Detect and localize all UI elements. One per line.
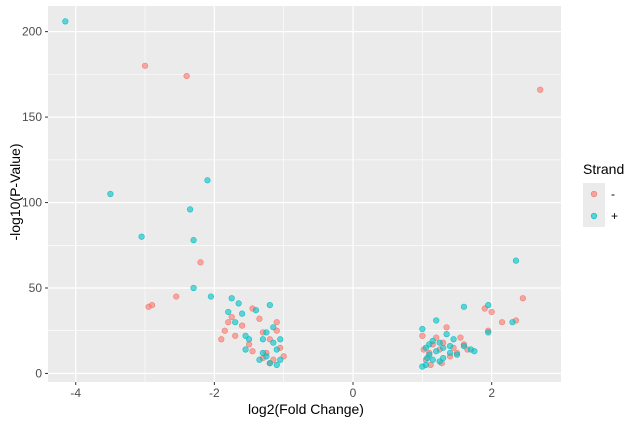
legend-label-plus: + [611, 209, 618, 223]
y-tick-label: 100 [22, 196, 42, 210]
data-point [498, 319, 506, 326]
data-point [263, 353, 270, 360]
y-tick-label: 50 [29, 281, 43, 295]
data-point [429, 356, 436, 363]
y-tick-label: 200 [22, 25, 42, 39]
data-point [460, 343, 468, 350]
data-point [239, 322, 246, 329]
data-point [422, 361, 429, 369]
data-point [221, 327, 228, 334]
data-point [190, 237, 197, 244]
data-point [270, 324, 277, 331]
legend-title: Strand [583, 161, 624, 177]
data-point [62, 18, 69, 25]
data-point [138, 233, 145, 240]
data-point [446, 349, 454, 357]
x-tick-label: -4 [70, 386, 81, 400]
data-point [457, 334, 464, 341]
data-point [443, 324, 450, 331]
data-point [537, 86, 544, 93]
data-point [235, 300, 242, 307]
data-point [204, 177, 211, 184]
data-point [239, 310, 246, 317]
data-point [485, 301, 492, 309]
legend-swatch-plus [590, 212, 598, 220]
data-point [228, 295, 235, 302]
data-point [273, 346, 280, 353]
data-point [256, 315, 263, 322]
y-tick-label: 0 [35, 366, 42, 380]
data-point [453, 351, 461, 358]
data-point [419, 325, 426, 333]
data-point [232, 332, 239, 339]
data-point [440, 344, 447, 351]
data-point [197, 259, 204, 266]
data-point [190, 284, 197, 292]
data-point [245, 341, 253, 348]
data-point [266, 360, 273, 367]
data-point [277, 356, 284, 363]
data-point [443, 331, 450, 338]
data-point [263, 329, 270, 336]
plot-panel [48, 6, 561, 382]
data-point [245, 336, 253, 343]
data-point [460, 303, 468, 310]
data-point [232, 319, 239, 326]
data-point [145, 303, 152, 310]
data-point [225, 308, 232, 316]
data-point [419, 332, 426, 339]
data-point [242, 346, 249, 353]
data-point [512, 257, 520, 264]
data-point [273, 319, 280, 326]
y-tick-label: 150 [22, 110, 42, 124]
data-point [446, 343, 454, 350]
x-tick-label: -2 [209, 386, 220, 400]
data-point [485, 329, 492, 336]
grid-lines [48, 6, 561, 382]
data-point [256, 356, 263, 363]
data-point [183, 72, 190, 80]
data-point [273, 361, 280, 369]
data-point [509, 319, 516, 326]
data-point [424, 354, 431, 362]
data-point [252, 307, 260, 314]
data-point [187, 206, 194, 213]
data-points [62, 18, 544, 370]
legend-label-minus: - [611, 187, 615, 201]
x-tick-label: 2 [488, 386, 495, 400]
data-point [429, 337, 436, 345]
data-point [228, 313, 235, 321]
data-point [207, 293, 215, 300]
legend-swatch-minus [590, 190, 598, 198]
x-axis-title: log2(Fold Change) [248, 401, 364, 417]
data-point [519, 295, 526, 302]
data-point [433, 348, 440, 355]
y-axis-title: -log10(P-Value) [7, 143, 23, 240]
data-point [277, 336, 284, 343]
axes: -4 -2 0 2 0 50 100 150 200 [22, 25, 495, 400]
data-point [173, 293, 180, 300]
data-point [440, 354, 447, 362]
panel-background [48, 6, 561, 382]
x-tick-label: 0 [350, 386, 357, 400]
data-point [218, 336, 225, 343]
data-point [259, 336, 267, 343]
data-point [450, 336, 457, 343]
data-point [270, 339, 277, 346]
data-point [141, 62, 149, 69]
data-point [107, 190, 114, 198]
data-point [488, 308, 495, 316]
data-point [436, 339, 443, 346]
data-point [225, 319, 232, 326]
data-point [249, 348, 256, 355]
legend: Strand - + [583, 161, 624, 227]
data-point [433, 317, 440, 324]
data-point [471, 348, 478, 355]
data-point [266, 301, 273, 309]
